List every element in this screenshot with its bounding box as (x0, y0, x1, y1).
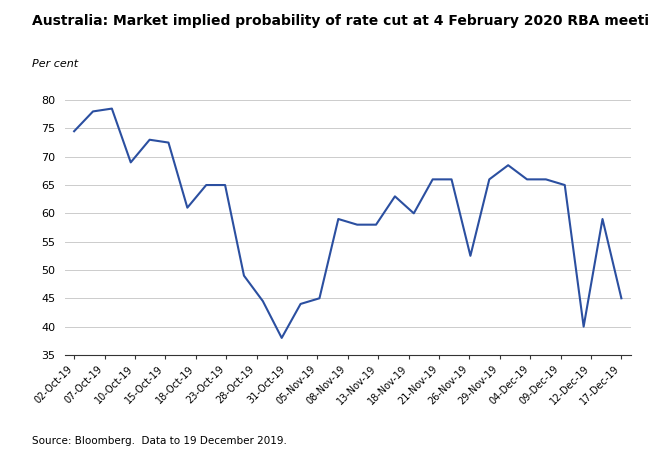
Text: Per cent: Per cent (32, 59, 79, 69)
Text: Source: Bloomberg.  Data to 19 December 2019.: Source: Bloomberg. Data to 19 December 2… (32, 436, 287, 446)
Text: Australia: Market implied probability of rate cut at 4 February 2020 RBA meeting: Australia: Market implied probability of… (32, 14, 650, 28)
